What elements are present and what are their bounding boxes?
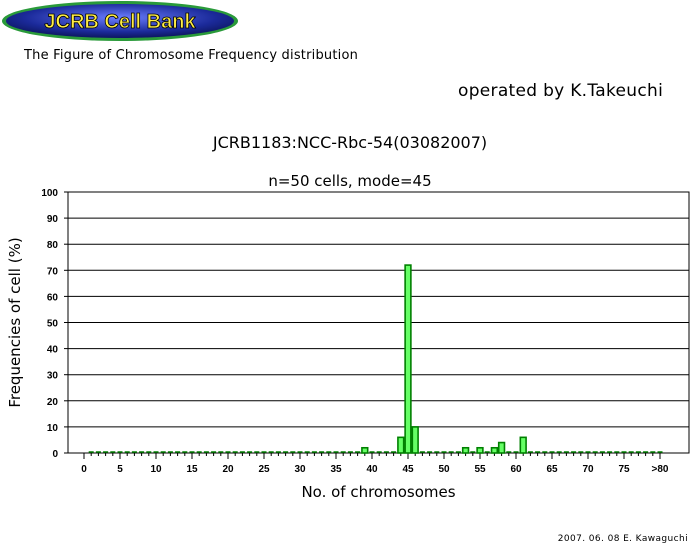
x-axis-label: No. of chromosomes <box>301 483 455 501</box>
footer-credit: 2007. 06. 08 E. Kawaguchi <box>557 534 688 544</box>
x-tick-label: 0 <box>81 464 87 475</box>
operator-credit: operated by K.Takeuchi <box>458 81 664 101</box>
y-tick-label: 10 <box>47 423 59 434</box>
jcrb-cell-bank-logo: JCRB Cell Bank <box>2 1 238 41</box>
bar-45 <box>404 264 412 454</box>
y-tick-label: 50 <box>47 319 59 330</box>
x-tick-label: 25 <box>258 464 270 475</box>
bar-39 <box>361 446 369 454</box>
x-tick-label: 5 <box>117 464 123 475</box>
bar-55 <box>476 446 484 454</box>
x-tick-label: 15 <box>186 464 198 475</box>
y-axis-label: Frequencies of cell (%) <box>6 237 24 407</box>
x-tick-label: 40 <box>366 464 378 475</box>
y-tick-label: 0 <box>52 449 58 460</box>
x-tick-label: 65 <box>546 464 558 475</box>
y-tick-label: 30 <box>47 371 59 382</box>
x-tick-label: 35 <box>330 464 342 475</box>
bar-57 <box>490 446 499 454</box>
y-tick-label: 100 <box>41 188 58 199</box>
y-tick-label: 70 <box>47 266 59 277</box>
x-tick-label: 70 <box>582 464 594 475</box>
x-tick-label: 30 <box>294 464 306 475</box>
logo-text: JCRB Cell Bank <box>44 11 196 33</box>
bar-58 <box>497 441 506 454</box>
y-tick-label: 90 <box>47 214 59 225</box>
x-tick-label: 55 <box>474 464 486 475</box>
bar-46 <box>411 426 419 454</box>
chart-subtitle: n=50 cells, mode=45 <box>268 172 432 190</box>
y-tick-label: 40 <box>47 345 59 356</box>
y-tick-label: 80 <box>47 240 59 251</box>
x-tick-label: 75 <box>618 464 630 475</box>
bar-44 <box>397 436 405 454</box>
figure-title: The Figure of Chromosome Frequency distr… <box>24 48 359 63</box>
x-tick-label: 50 <box>438 464 450 475</box>
chart-title: JCRB1183:NCC-Rbc-54(03082007) <box>212 133 488 152</box>
y-tick-label: 60 <box>47 292 59 303</box>
y-tick-label: 20 <box>47 397 59 408</box>
x-tick-label: 20 <box>222 464 234 475</box>
x-tick-label: >80 <box>652 464 669 475</box>
x-tick-label: 60 <box>510 464 522 475</box>
x-tick-label: 10 <box>150 464 162 475</box>
x-tick-label: 45 <box>402 464 414 475</box>
bar-53 <box>461 446 470 454</box>
bar-61 <box>519 436 527 454</box>
